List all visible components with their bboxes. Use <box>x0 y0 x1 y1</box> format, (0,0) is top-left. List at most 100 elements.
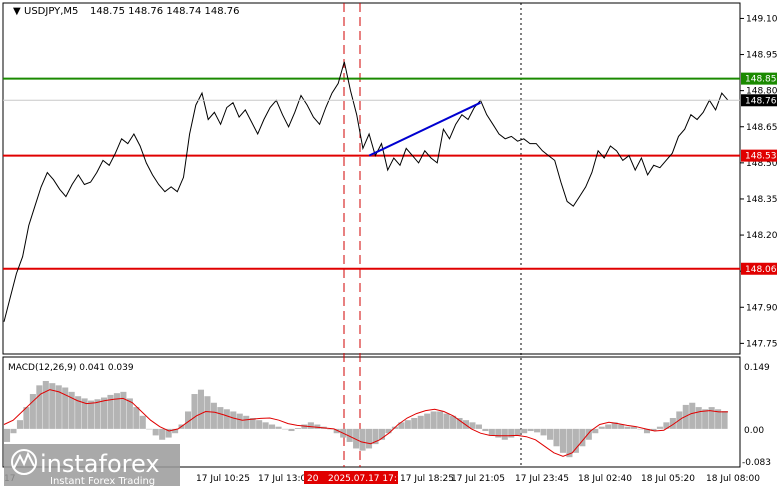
macd-hist-bar <box>404 420 411 429</box>
symbol-label: USDJPY,M5 <box>24 6 78 17</box>
macd-hist-bar <box>333 428 340 434</box>
macd-hist-bar <box>126 398 133 429</box>
macd-hist-bar <box>75 396 82 429</box>
macd-hist-bar <box>469 422 476 429</box>
macd-hist-bar <box>624 426 631 429</box>
macd-hist-bar <box>197 389 204 429</box>
macd-hist-bar <box>217 407 224 429</box>
macd-hist-bar <box>559 428 566 453</box>
macd-hist-bar <box>36 385 43 429</box>
price-series <box>3 61 740 322</box>
macd-hist-bar <box>715 409 722 429</box>
time-highlight-fragment: 20 <box>307 474 319 484</box>
watermark: instaforex Instant Forex Trading <box>4 444 180 487</box>
time-label-1825: 17 Jul 18:25 <box>400 474 454 484</box>
macd-hist-bar <box>94 399 101 429</box>
level-label-red-upper-box <box>741 149 777 162</box>
macd-hist-bar <box>262 422 269 429</box>
trend-line[interactable] <box>368 101 481 157</box>
macd-hist-bar <box>514 428 521 436</box>
macd-hist-bar <box>10 428 17 434</box>
macd-hist-bar <box>618 424 625 429</box>
macd-hist-bar <box>540 428 547 436</box>
macd-hist-bar <box>88 400 95 429</box>
macd-hist-bar <box>301 424 308 429</box>
ohlc-values: 148.75 148.76 148.74 148.76 <box>90 6 240 17</box>
price-tick-label: 148.80 <box>746 87 778 97</box>
macd-tick-zero: 0.00 <box>744 426 764 436</box>
macd-hist-bar <box>62 387 69 429</box>
macd-hist-bar <box>314 424 321 429</box>
level-label-red-upper: 148.53 <box>745 152 777 162</box>
macd-tick-top: 0.149 <box>744 363 770 373</box>
macd-hist-bar <box>359 428 366 451</box>
macd-hist-bar <box>682 404 689 429</box>
macd-hist-bar <box>146 428 153 430</box>
level-label-red-lower-box <box>741 262 777 275</box>
macd-hist-bar <box>450 415 457 429</box>
macd-hist-bar <box>598 426 605 429</box>
macd-hist-bar <box>139 415 146 429</box>
macd-hist-bar <box>281 428 289 430</box>
level-label-red-lower: 148.06 <box>745 265 777 275</box>
macd-signal-line <box>3 389 728 457</box>
level-label-green: 148.85 <box>745 75 777 85</box>
macd-tick-bottom: -0.083 <box>742 458 771 468</box>
time-axis: 17 17 Jul 10:25 17 Jul 13:05 20 2025.07.… <box>4 471 760 484</box>
price-tick-label: 148.50 <box>746 159 778 169</box>
watermark-tagline: Instant Forex Trading <box>50 476 155 487</box>
macd-hist-bar <box>249 417 256 429</box>
macd-hist-bar <box>191 394 198 429</box>
macd-hist-bar <box>689 402 696 429</box>
price-tick-label: 148.95 <box>746 51 778 61</box>
macd-hist-bar <box>372 428 379 445</box>
macd-hist-bar <box>107 394 114 429</box>
macd-hist-bar <box>68 391 75 429</box>
price-tick-label: 147.75 <box>746 339 778 349</box>
macd-hist-bar <box>508 428 515 438</box>
price-pane[interactable] <box>2 2 741 355</box>
macd-hist-bar <box>294 427 301 429</box>
price-axis: 149.10148.95148.80148.65148.50148.35148.… <box>740 14 778 349</box>
macd-hist-bar <box>527 428 534 432</box>
price-tick-label: 147.90 <box>746 303 778 313</box>
macd-hist-bar <box>643 428 651 434</box>
macd-hist-bar <box>482 428 489 432</box>
macd-hist-bar <box>275 426 282 429</box>
macd-hist-bar <box>475 424 482 429</box>
macd-hist-bar <box>49 383 56 429</box>
macd-hist-bar <box>488 428 495 436</box>
macd-hist-bar <box>605 424 612 429</box>
macd-hist-bar <box>269 424 276 429</box>
macd-hist-bar <box>366 428 373 449</box>
macd-hist-bar <box>29 394 36 429</box>
macd-hist-bar <box>385 428 392 434</box>
macd-hist-bar <box>443 413 450 429</box>
macd-hist-bar <box>307 422 314 429</box>
current-price-label: 148.76 <box>745 96 777 106</box>
macd-hist-bar <box>424 413 431 429</box>
macd-hist-bar <box>430 411 437 429</box>
macd-hist-bar <box>534 428 541 433</box>
macd-hist-bar <box>495 428 502 438</box>
macd-hist-bar <box>210 402 217 429</box>
macd-hist-bar <box>547 428 554 440</box>
level-label-green-box <box>741 72 777 85</box>
time-label-1025: 17 Jul 10:25 <box>196 474 250 484</box>
macd-hist-bar <box>256 420 263 429</box>
header-triangle-icon: ▼ <box>13 6 21 17</box>
macd-hist-bar <box>398 422 405 429</box>
macd-hist-bar <box>204 396 211 429</box>
macd-hist-bar <box>669 417 676 429</box>
macd-hist-bar <box>4 428 11 442</box>
macd-hist-bar <box>55 385 62 429</box>
macd-hist-bar <box>172 428 179 434</box>
macd-hist-bar <box>437 411 444 429</box>
macd-hist-bar <box>120 391 127 429</box>
macd-hist-bar <box>23 407 30 429</box>
instaforex-logo-icon <box>11 449 37 475</box>
time-highlight-box <box>326 471 398 484</box>
macd-hist-bar <box>113 393 120 429</box>
macd-hist-bar <box>16 420 23 429</box>
